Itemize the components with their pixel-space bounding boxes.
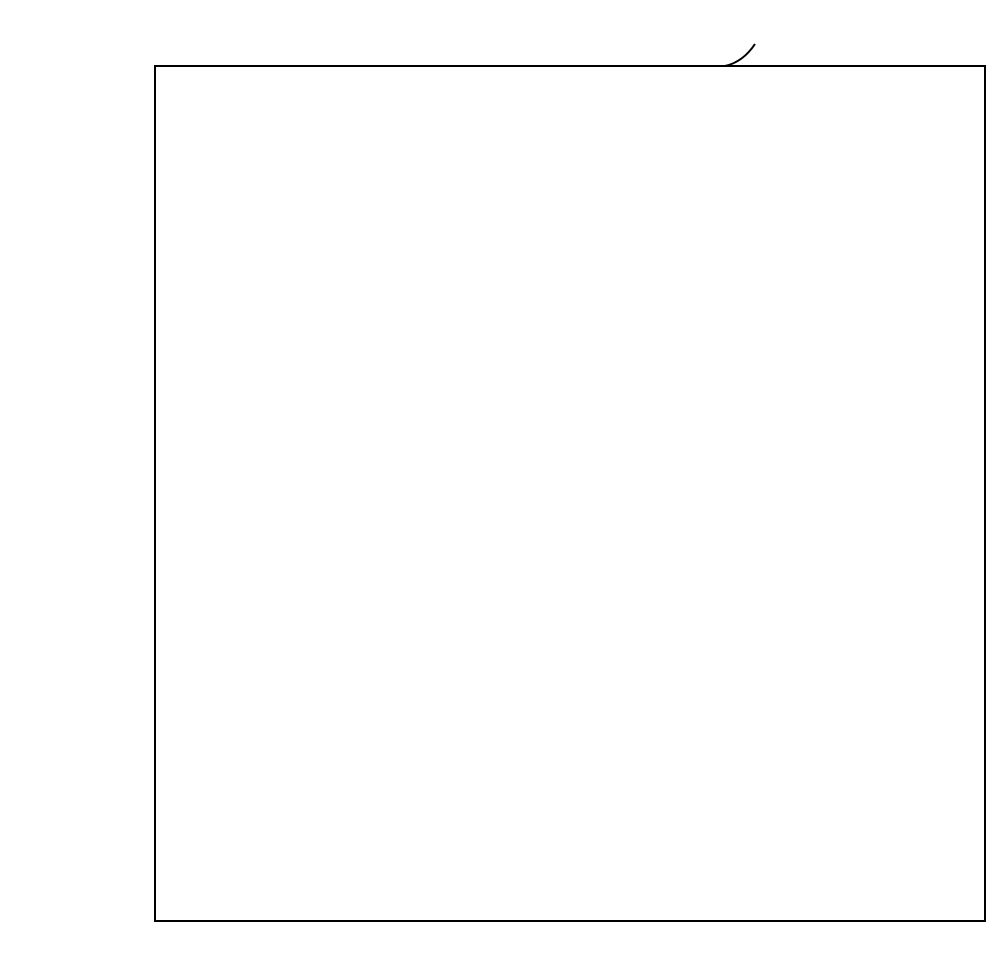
outer-box <box>155 66 985 921</box>
diagram-root <box>20 20 1000 938</box>
